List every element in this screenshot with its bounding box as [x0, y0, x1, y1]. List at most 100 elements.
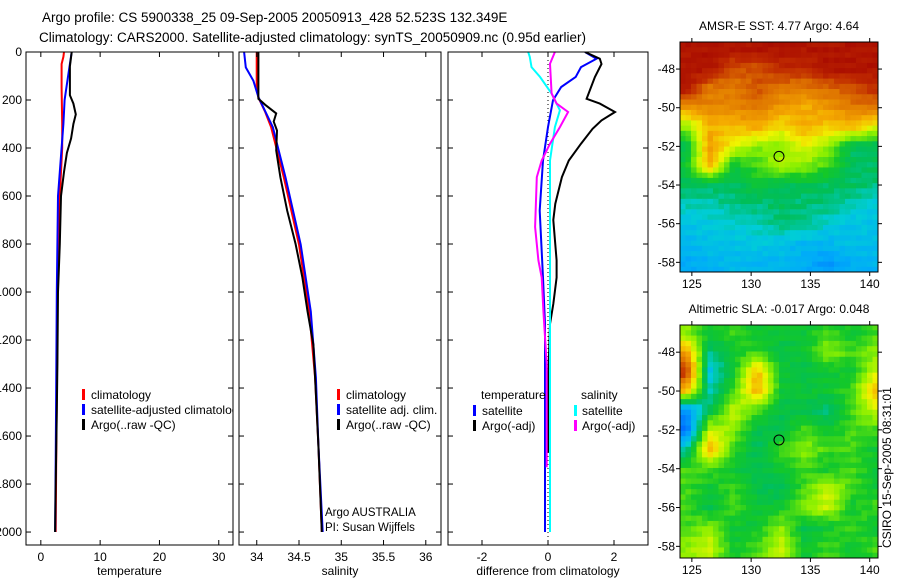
sla-map-cell	[817, 494, 824, 501]
sla-map-cell	[812, 542, 818, 548]
sla-map-cell	[817, 356, 824, 363]
sla-map-cell	[757, 542, 763, 548]
sla-map-cell	[691, 372, 697, 379]
sla-map-cell	[779, 531, 785, 538]
sst-map-cell	[834, 157, 840, 163]
sla-map-cell	[845, 351, 851, 358]
sst-map-cell	[872, 47, 879, 53]
sla-map-cell	[691, 399, 697, 405]
sla-map-cell	[823, 473, 829, 479]
sst-map-cell	[729, 261, 736, 268]
sst-map-cell	[707, 62, 714, 69]
sla-map-cell	[773, 399, 780, 405]
sla-map-cell	[768, 505, 774, 511]
sst-map-cell	[812, 130, 818, 137]
sst-map-cell	[735, 78, 741, 85]
sla-map-cell	[790, 473, 796, 479]
sla-map-cell	[707, 446, 714, 453]
sst-map-cell	[801, 188, 807, 194]
sla-map-cell	[729, 404, 736, 411]
sla-map-cell	[823, 457, 829, 464]
sst-map-cell	[713, 261, 719, 268]
sla-map-cell	[718, 362, 725, 368]
sla-map-cell	[861, 393, 868, 400]
sst-map-cell	[861, 136, 868, 142]
sst-map-cell	[817, 235, 824, 242]
sst-map-cell	[735, 240, 741, 247]
sla-map-cell	[751, 531, 758, 538]
sst-map-cell	[718, 42, 725, 48]
sla-map-cell	[680, 489, 686, 495]
sla-map-cell	[867, 409, 873, 416]
sla-map-cell	[856, 372, 862, 379]
sst-map-cell	[757, 245, 763, 252]
sst-map-cell	[729, 146, 736, 153]
sla-map-cell	[784, 399, 791, 405]
sla-map-cell	[762, 467, 769, 474]
sla-map-cell	[872, 356, 879, 363]
sla-map-cell	[801, 340, 807, 347]
sla-map-cell	[729, 515, 736, 522]
sst-map-cell	[839, 266, 846, 273]
figure-title-line2: Climatology: CARS2000. Satellite-adjuste…	[39, 30, 586, 45]
sla-map-cell	[872, 499, 879, 506]
sla-map-cell	[768, 399, 774, 405]
sla-map-cell	[845, 520, 851, 527]
sst-map-cell	[713, 136, 719, 142]
sla-map-cell	[784, 404, 791, 411]
sla-map-cell	[729, 531, 736, 538]
sla-map-cell	[702, 547, 708, 554]
sst-map-cell	[740, 209, 747, 215]
sst-map-cell	[696, 120, 703, 127]
sst-map-cell	[702, 266, 708, 273]
sla-map-cell	[691, 420, 697, 427]
sla-map-cell	[779, 356, 785, 363]
sst-map-cell	[707, 167, 714, 174]
sla-map-cell	[872, 520, 879, 527]
sst-map-cell	[812, 230, 818, 236]
sst-map-cell	[724, 177, 730, 184]
sla-map-cell	[773, 330, 780, 336]
sst-map-cell	[856, 73, 862, 79]
legend-label: satellite	[482, 404, 523, 418]
sla-map-cell	[696, 520, 703, 527]
sst-map-cell	[795, 251, 802, 257]
sla-map-cell	[718, 489, 725, 495]
sla-map-cell	[735, 415, 741, 421]
sla-map-cell	[740, 494, 747, 501]
sla-map-cell	[834, 436, 840, 442]
sst-map-cell	[823, 42, 829, 48]
sst-map-cell	[696, 230, 703, 236]
sst-map-cell	[762, 177, 769, 184]
sla-map-cell	[839, 351, 846, 358]
series-line-salinity-satellite	[527, 52, 561, 532]
sst-map-cell	[779, 162, 785, 168]
sla-map-cell	[702, 552, 708, 559]
sst-map-cell	[779, 47, 785, 53]
sst-map-cell	[691, 141, 697, 147]
sla-map-cell	[757, 531, 763, 538]
sla-map-cell	[696, 420, 703, 427]
sla-map-cell	[812, 441, 818, 448]
y-tick-label: 800	[2, 237, 22, 251]
sst-map-cell	[861, 68, 868, 74]
sst-map-cell	[812, 204, 818, 210]
sla-map-cell	[806, 409, 813, 416]
sla-map-cell	[856, 494, 862, 501]
sst-map-cell	[691, 266, 697, 273]
sla-map-cell	[735, 388, 741, 395]
sla-map-cell	[729, 377, 736, 384]
sla-map-cell	[735, 404, 741, 411]
sst-map-cell	[751, 78, 758, 85]
sla-map-cell	[861, 446, 868, 453]
sla-map-cell	[850, 473, 857, 479]
sla-map-cell	[746, 457, 752, 464]
sla-map-cell	[724, 520, 730, 527]
sla-map-cell	[718, 351, 725, 358]
sst-map-cell	[828, 62, 835, 69]
sst-map-cell	[735, 57, 741, 64]
sst-map-cell	[779, 83, 785, 90]
sst-map-cell	[834, 120, 840, 127]
sla-map-cell	[751, 425, 758, 432]
sst-map-cell	[718, 151, 725, 158]
